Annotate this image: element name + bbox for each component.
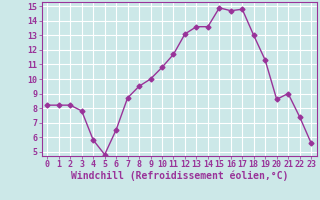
X-axis label: Windchill (Refroidissement éolien,°C): Windchill (Refroidissement éolien,°C) <box>70 171 288 181</box>
